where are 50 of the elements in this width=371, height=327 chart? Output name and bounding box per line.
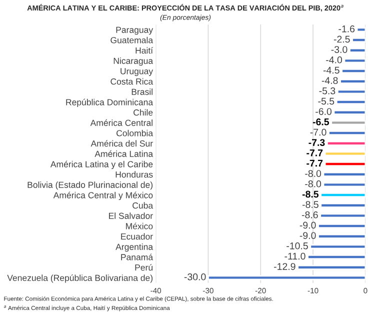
y-tick-label: Bolivia (Estado Plurinacional de) [28, 182, 153, 190]
y-tick-label: Brasil [132, 88, 152, 95]
y-tick-label: República Dominicana [66, 98, 154, 108]
y-tick-label: Paraguay [116, 26, 154, 35]
data-label: -3.0 [331, 46, 348, 53]
y-tick-label: América Latina [94, 150, 154, 157]
data-label: -7.7 [306, 160, 323, 167]
data-label: -7.0 [310, 128, 326, 136]
data-label: -9.0 [300, 222, 316, 229]
data-label: -8.5 [302, 201, 318, 208]
data-label: -12.9 [274, 263, 296, 270]
data-label: -10.5 [286, 242, 308, 250]
data-label: -6.0 [316, 108, 332, 115]
y-tick-label: Panamá [121, 254, 154, 260]
data-label: -8.6 [302, 211, 318, 218]
y-tick-label: México [126, 222, 153, 230]
data-label: -8.5 [302, 190, 319, 198]
data-label: -8.0 [305, 170, 322, 177]
y-tick-label: Guatemala [110, 36, 154, 44]
data-label: -9.0 [300, 232, 316, 239]
data-label: -4.0 [326, 56, 342, 64]
data-label: -6.5 [312, 118, 330, 126]
data-label: -7.7 [306, 150, 323, 156]
data-label: -4.8 [322, 77, 338, 84]
data-label: -11.0 [284, 252, 306, 260]
y-tick-label: Perú [135, 264, 152, 271]
y-tick-label: El Salvador [109, 212, 153, 219]
data-label: -2.5 [334, 36, 350, 43]
data-label: -8.0 [305, 180, 322, 188]
y-tick-label: Honduras [116, 171, 153, 178]
y-tick-label: América Central [90, 119, 152, 126]
data-label: -1.6 [338, 25, 355, 32]
y-tick-label: América del Sur [90, 140, 153, 147]
data-label: -30.0 [184, 273, 206, 280]
y-tick-label: Chile [134, 109, 153, 116]
data-label: -7.3 [308, 139, 325, 146]
y-tick-label: Nicaragua [114, 58, 154, 66]
y-tick-label: Argentina [116, 244, 154, 252]
y-tick-label: América Latina y el Caribe [50, 160, 153, 170]
data-label: -4.5 [323, 66, 340, 74]
y-tick-label: Haití [136, 47, 154, 54]
y-tick-label: Uruguay [120, 68, 154, 76]
data-label: -5.5 [318, 98, 334, 105]
data-label: -5.3 [319, 87, 336, 94]
y-tick-label: Costa Rica [110, 78, 154, 85]
y-tick-label: América Central y México [53, 192, 153, 200]
y-tick-label: Ecuador [121, 233, 153, 240]
y-tick-label: Venezuela (República Bolivariana de) [7, 274, 153, 283]
y-tick-label: Cuba [132, 202, 154, 209]
y-tick-label: Colombia [116, 130, 154, 136]
